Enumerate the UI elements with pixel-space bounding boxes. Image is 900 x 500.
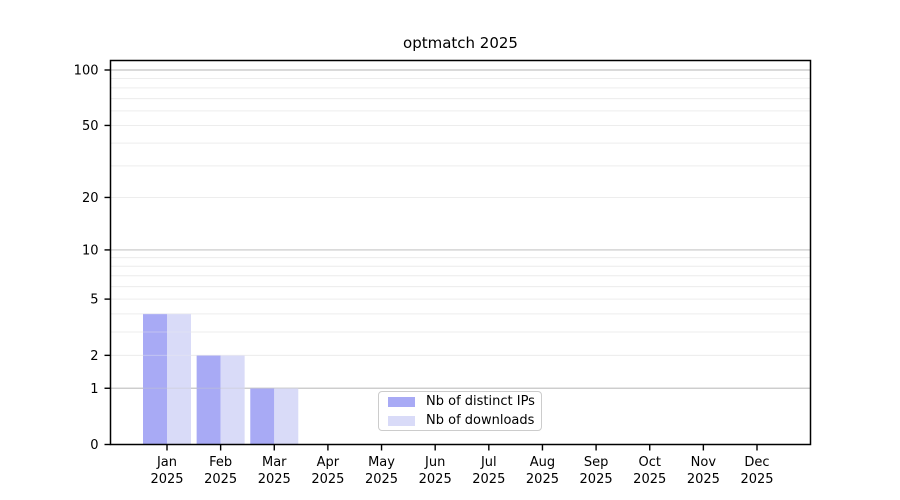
x-tick-label-month: Nov: [691, 455, 717, 470]
y-tick-label: 100: [74, 64, 99, 79]
downloads-swatch: [388, 415, 415, 426]
x-tick-label-year: 2025: [472, 472, 505, 487]
y-tick-label: 2: [90, 349, 98, 364]
legend-item: Nb of downloads: [388, 413, 541, 429]
legend-item: Nb of distinct IPs: [388, 394, 541, 410]
distinct-ips-swatch: [388, 396, 415, 407]
x-tick-label-year: 2025: [204, 472, 237, 487]
x-tick-label-year: 2025: [258, 472, 291, 487]
y-tick-label: 0: [90, 438, 98, 453]
gridlines-under: [110, 69, 811, 389]
bar-mar-series0: [250, 388, 275, 445]
x-tick-label-month: Feb: [209, 455, 232, 470]
bar-feb-series0: [196, 355, 221, 445]
bar-mar-series1: [274, 388, 299, 445]
legend-label-downloads: Nb of downloads: [426, 413, 535, 428]
x-tick-label-year: 2025: [365, 472, 398, 487]
x-tick-label-month: Aug: [530, 455, 555, 470]
x-tick-label-month: Apr: [317, 455, 340, 470]
x-tick-label-month: Oct: [638, 455, 660, 470]
x-axis: Jan 2025 Feb 2025 Mar 2025 Apr 2025 May 2025 Jun 20…: [150, 444, 774, 487]
plot-border: [109, 59, 812, 446]
chart-title: optmatch 2025: [403, 34, 518, 52]
y-axis: 0 1 2 5 10 20 50 100: [74, 64, 111, 453]
x-tick-label-year: 2025: [150, 472, 183, 487]
y-tick-label: 50: [82, 119, 99, 134]
y-tick-label: 1: [90, 382, 98, 397]
x-tick-label-month: Jul: [480, 455, 497, 470]
x-tick-label-month: Sep: [584, 455, 609, 470]
bars: [143, 313, 299, 445]
x-tick-label-year: 2025: [633, 472, 666, 487]
y-tick-label: 5: [90, 293, 98, 308]
x-tick-label-month: Dec: [744, 455, 769, 470]
x-tick-label-month: Jan: [156, 455, 177, 470]
x-tick-label-month: May: [368, 455, 395, 470]
legend-label-distinct-ips: Nb of distinct IPs: [426, 394, 535, 409]
y-tick-label: 20: [82, 191, 99, 206]
x-tick-label-year: 2025: [526, 472, 559, 487]
y-tick-label: 10: [82, 243, 99, 258]
bar-jan-series1: [167, 313, 191, 445]
x-tick-label-year: 2025: [580, 472, 613, 487]
bar-feb-series1: [220, 355, 245, 445]
x-tick-label-year: 2025: [419, 472, 452, 487]
x-tick-label-year: 2025: [311, 472, 344, 487]
x-tick-label-month: Jun: [424, 455, 445, 470]
x-tick-label-year: 2025: [740, 472, 773, 487]
gridlines-over: [110, 69, 811, 389]
x-tick-label-year: 2025: [687, 472, 720, 487]
legend: Nb of distinct IPs Nb of downloads: [378, 391, 542, 431]
bar-jan-series0: [143, 313, 167, 445]
x-tick-label-month: Mar: [262, 455, 287, 470]
